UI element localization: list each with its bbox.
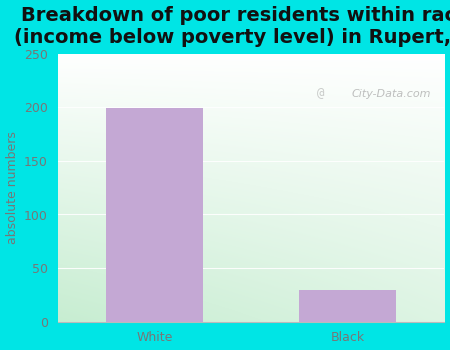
Bar	[106, 108, 203, 322]
Text: @: @	[317, 88, 324, 100]
Y-axis label: absolute numbers: absolute numbers	[5, 131, 18, 244]
Text: City-Data.com: City-Data.com	[351, 89, 431, 99]
Title: Breakdown of poor residents within races
(income below poverty level) in Rupert,: Breakdown of poor residents within races…	[14, 6, 450, 47]
Bar	[299, 289, 396, 322]
